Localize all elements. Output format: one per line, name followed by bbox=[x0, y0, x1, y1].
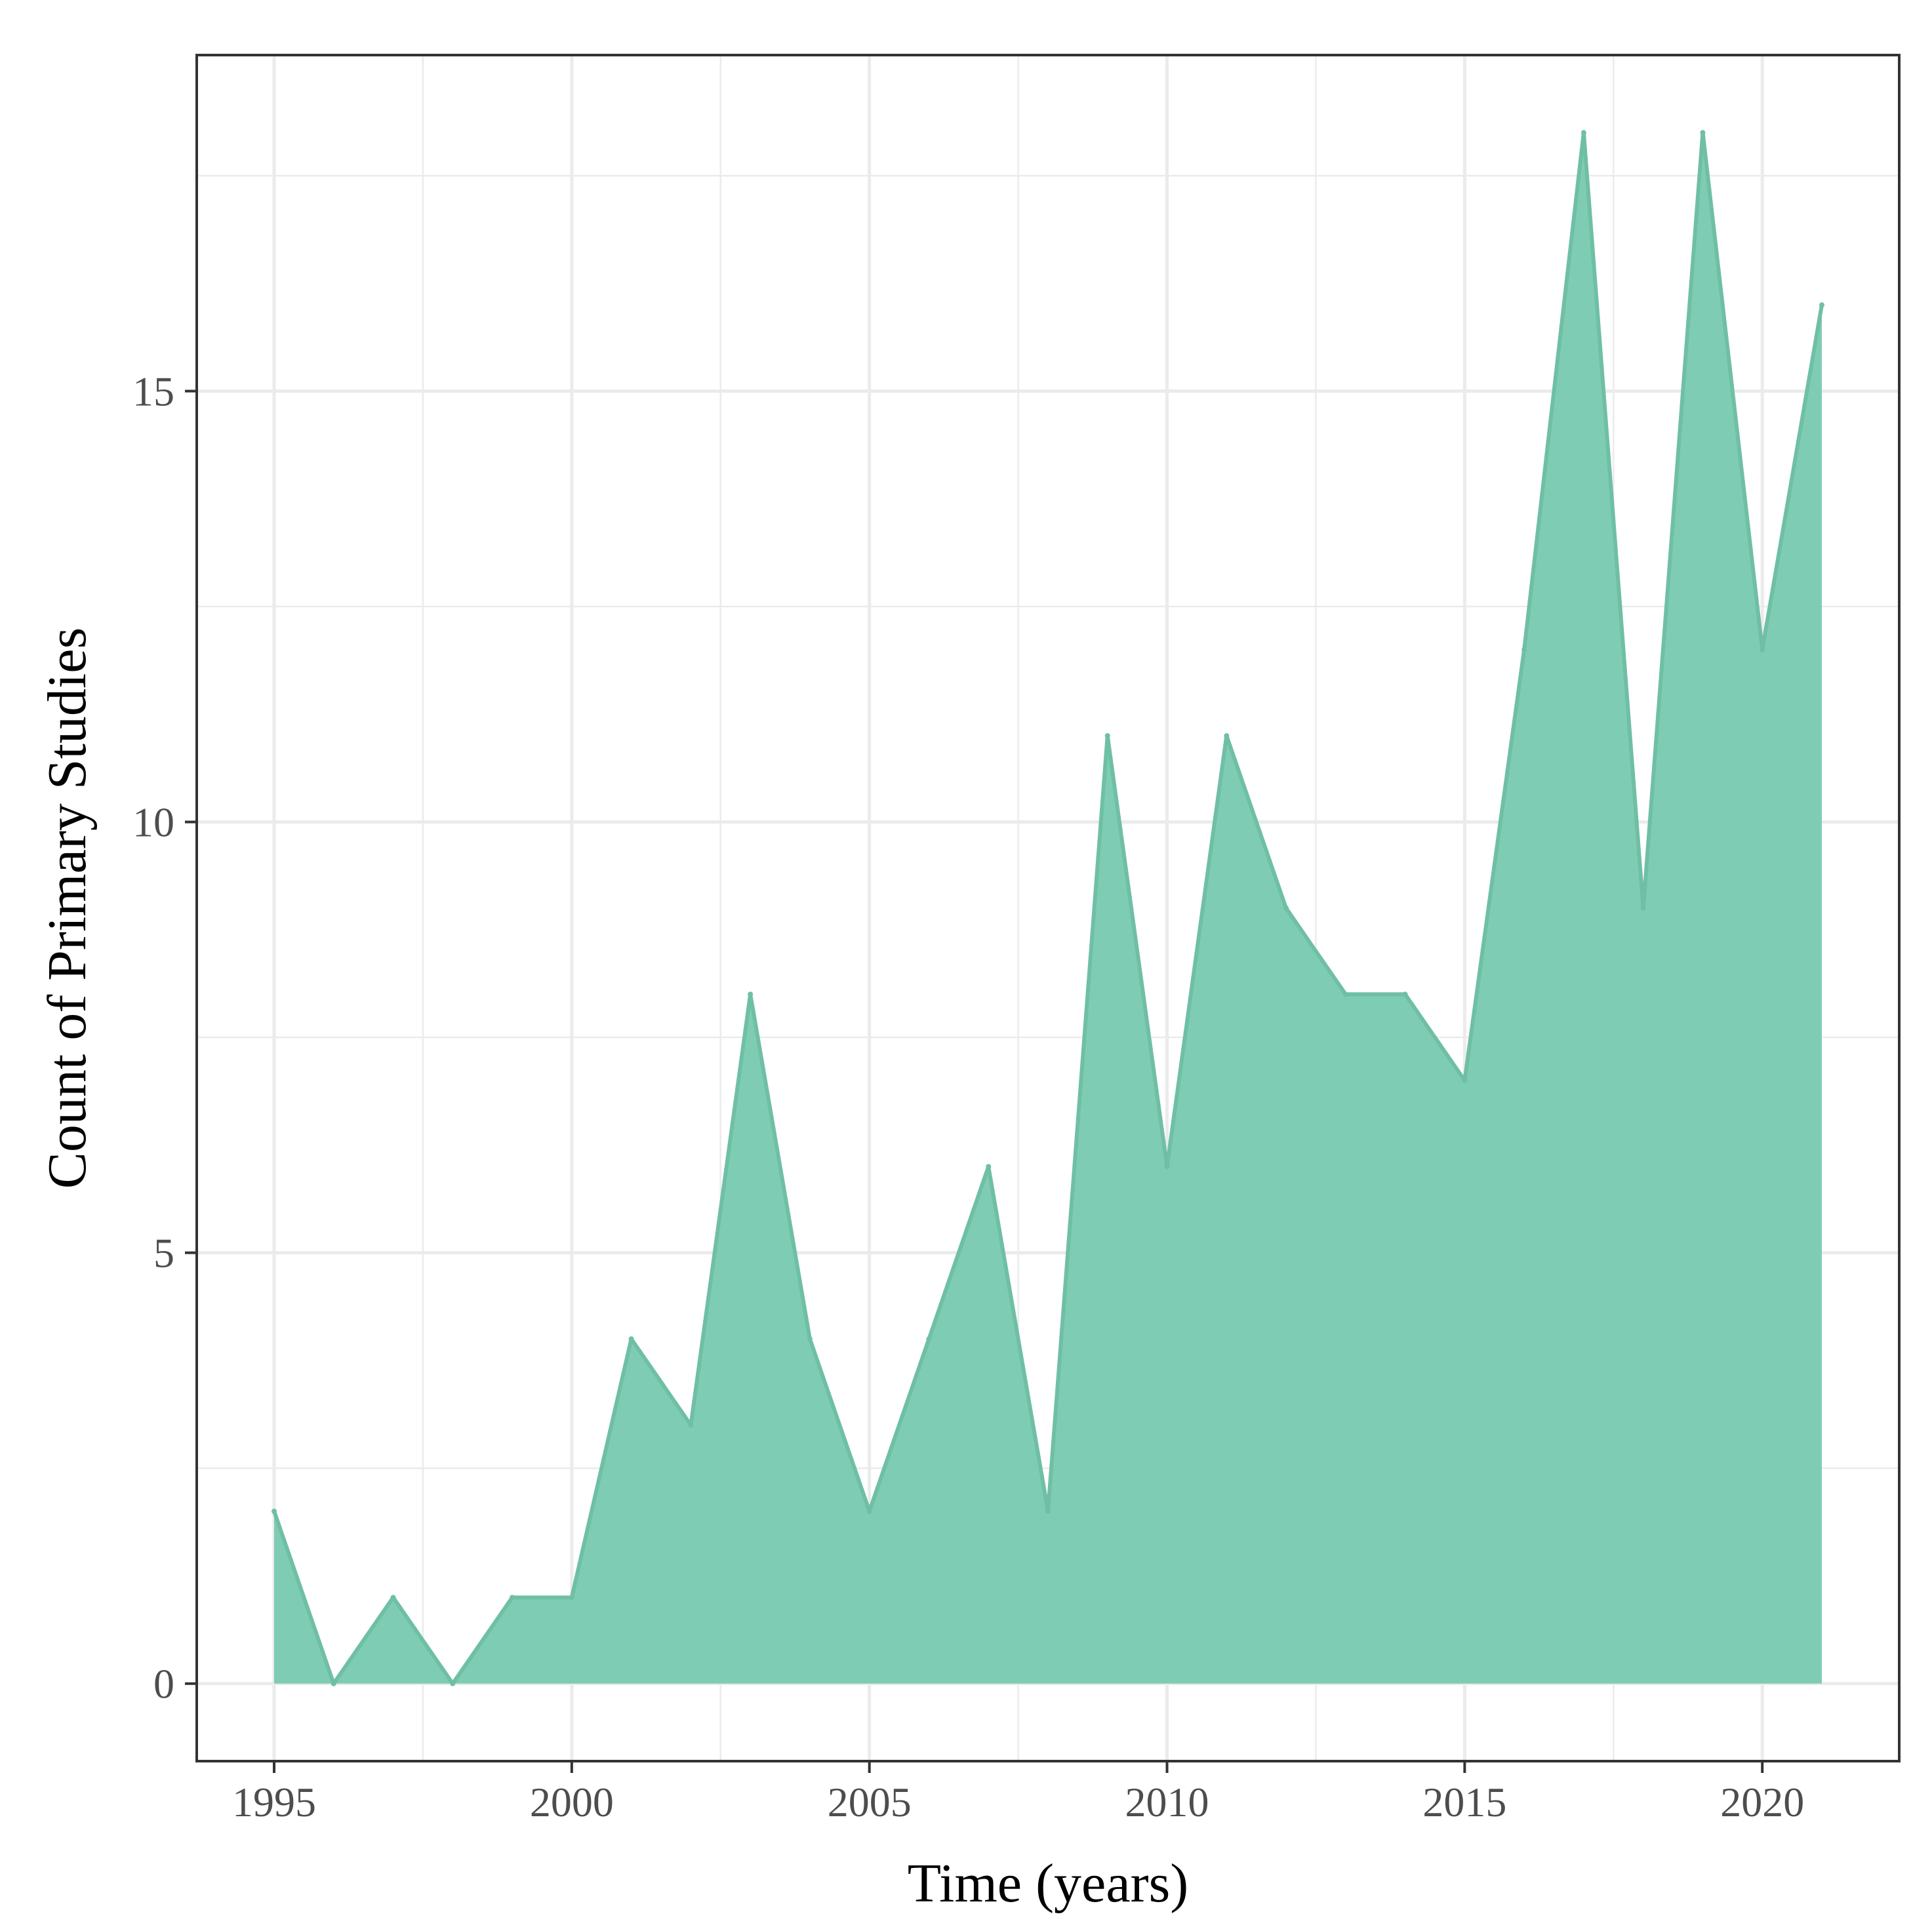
data-point-1995 bbox=[272, 1508, 277, 1514]
axes: 1995 2000 2005 2010 2015 2020 0 5 10 15 bbox=[132, 54, 1901, 1825]
y-tick-label: 15 bbox=[132, 368, 174, 415]
data-point-2011 bbox=[1224, 733, 1230, 739]
area-series bbox=[272, 130, 1824, 1686]
data-point-2018 bbox=[1640, 905, 1646, 911]
data-point-2006 bbox=[926, 1336, 932, 1342]
x-axis-title: Time (years) bbox=[908, 1853, 1189, 1914]
area-fill bbox=[274, 132, 1822, 1684]
data-point-1997 bbox=[390, 1595, 396, 1601]
data-point-2007 bbox=[986, 1164, 992, 1170]
data-point-2002 bbox=[688, 1422, 694, 1428]
x-tick-label: 2005 bbox=[828, 1779, 912, 1825]
data-point-2015 bbox=[1462, 1077, 1468, 1083]
data-point-2010 bbox=[1164, 1164, 1170, 1170]
y-axis-title: Count of Primary Studies bbox=[37, 627, 98, 1189]
data-point-2001 bbox=[628, 1336, 634, 1342]
data-point-2014 bbox=[1402, 991, 1408, 997]
data-point-2017 bbox=[1580, 130, 1586, 136]
data-point-1999 bbox=[510, 1595, 515, 1601]
data-point-2021 bbox=[1819, 302, 1824, 308]
data-point-2009 bbox=[1104, 733, 1110, 739]
data-point-2003 bbox=[748, 991, 754, 997]
data-point-2020 bbox=[1760, 646, 1765, 652]
y-tick-label: 10 bbox=[132, 799, 174, 846]
data-point-2016 bbox=[1521, 646, 1527, 652]
data-point-1998 bbox=[450, 1680, 456, 1686]
x-tick-label: 2015 bbox=[1422, 1779, 1506, 1825]
data-point-2013 bbox=[1342, 991, 1348, 997]
x-tick-label: 2010 bbox=[1125, 1779, 1209, 1825]
data-point-2000 bbox=[569, 1595, 574, 1601]
panel-border bbox=[195, 54, 1901, 1762]
y-tick-label: 5 bbox=[153, 1230, 174, 1277]
data-point-2008 bbox=[1045, 1508, 1051, 1514]
y-tick-label: 0 bbox=[153, 1661, 174, 1707]
data-point-2012 bbox=[1283, 905, 1289, 911]
x-tick-label: 2020 bbox=[1720, 1779, 1804, 1825]
x-tick-label: 1995 bbox=[232, 1779, 316, 1825]
data-point-1996 bbox=[331, 1680, 336, 1686]
x-tick-label: 2000 bbox=[530, 1779, 614, 1825]
data-point-2004 bbox=[807, 1336, 813, 1342]
data-point-2005 bbox=[866, 1508, 872, 1514]
data-point-2019 bbox=[1700, 130, 1706, 136]
